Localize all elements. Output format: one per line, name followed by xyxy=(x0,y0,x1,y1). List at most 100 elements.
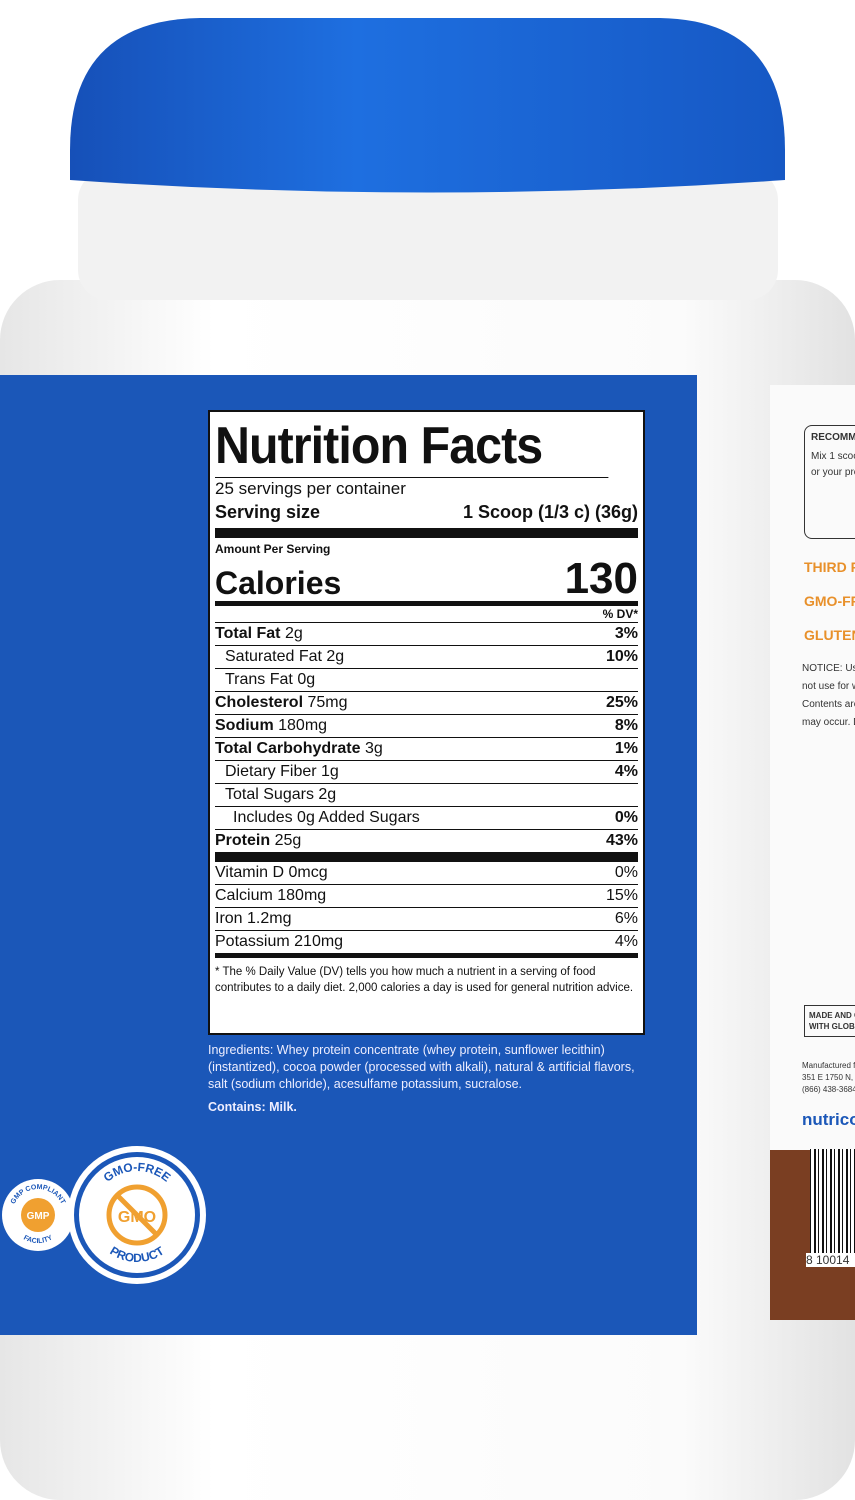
nutrient-row: Includes 0g Added Sugars 0% xyxy=(215,807,638,830)
nutrient-name: Total Carbohydrate xyxy=(215,740,361,757)
calories: Calories 130 xyxy=(215,557,638,606)
text: or your prefe xyxy=(811,467,855,478)
vitamin-amount: 210mg xyxy=(294,933,344,950)
badge-text: GMO xyxy=(118,1209,156,1226)
badge-text: PRODUCT xyxy=(108,1243,167,1265)
nutrient-row: Sodium 180mg 8% xyxy=(215,715,638,738)
text: not use for weig xyxy=(802,681,855,692)
serving-size: Serving size 1 Scoop (1/3 c) (36g) xyxy=(215,500,638,538)
vitamin-amount: 0mcg xyxy=(288,864,328,881)
nutrient: Saturated Fat 2g xyxy=(215,646,344,668)
vitamin-amount: 180mg xyxy=(277,887,327,904)
vitamins: Vitamin D 0mcg 0% Calcium 180mg 15% Iron 1.2… xyxy=(215,862,638,958)
nutrient-amount: 25g xyxy=(274,832,302,849)
vitamin: Iron 1.2mg xyxy=(215,908,292,930)
barcode xyxy=(806,1145,855,1258)
label: Calories xyxy=(215,565,342,601)
nutrient-amount: 2g xyxy=(326,648,345,665)
vitamin-name: Vitamin D xyxy=(215,864,285,881)
made-box: MADE AND QUALI WITH GLOBALLY xyxy=(804,1005,855,1037)
nutrient-dv: 3% xyxy=(614,625,638,642)
nutrient: Includes 0g Added Sugars xyxy=(215,807,420,829)
nutrient-row: Cholesterol 75mg 25% xyxy=(215,692,638,715)
website: nutricost.c xyxy=(802,1110,855,1129)
text: RECOMMEN xyxy=(811,432,855,443)
claim: THIRD PA xyxy=(804,559,855,575)
vitamin-row: Calcium 180mg 15% xyxy=(215,885,638,908)
nutrient-name: Includes 0g Added Sugars xyxy=(233,809,420,826)
nutrient: Dietary Fiber 1g xyxy=(215,761,339,783)
vitamin-row: Iron 1.2mg 6% xyxy=(215,908,638,931)
nutrient: Trans Fat 0g xyxy=(215,669,315,691)
nutrient: Total Fat 2g xyxy=(215,623,303,645)
barcode-number: 8 10014 xyxy=(806,1253,855,1267)
vitamin-dv: 4% xyxy=(614,933,638,950)
jar-neck xyxy=(78,170,778,300)
nutrient-name: Trans Fat xyxy=(225,671,293,688)
nutrient-dv: 43% xyxy=(605,832,638,849)
text: 351 E 1750 N, Vine xyxy=(802,1073,855,1082)
value: 130 xyxy=(564,554,638,603)
nutrient-row: Saturated Fat 2g 10% xyxy=(215,646,638,669)
vitamin-dv: 6% xyxy=(614,910,638,927)
vitamin-name: Potassium xyxy=(215,933,290,950)
manufacturer: Manufactured for: NUTR 351 E 1750 N, Vine… xyxy=(802,1060,855,1096)
nutrient-row: Protein 25g 43% xyxy=(215,830,638,862)
nutrient-dv: 10% xyxy=(605,648,638,665)
nutrient-row: Total Carbohydrate 3g 1% xyxy=(215,738,638,761)
nutrient-amount: 180mg xyxy=(278,717,328,734)
nutrient-dv: 8% xyxy=(614,717,638,734)
ingredients: Ingredients: Whey protein concentrate (w… xyxy=(208,1043,635,1091)
vitamin-name: Iron xyxy=(215,910,243,927)
badge-icon xyxy=(21,1198,55,1232)
nutrient-name: Protein xyxy=(215,832,271,849)
vitamin-row: Potassium 210mg 4% xyxy=(215,931,638,958)
badge-text: FACILITY xyxy=(22,1234,54,1245)
nutrient: Protein 25g xyxy=(215,830,301,852)
nutrient-name: Saturated Fat xyxy=(225,648,322,665)
text: WITH GLOBALLY xyxy=(809,1022,855,1031)
servings: 25 servings per container xyxy=(215,479,406,498)
nf-title: Nutrition Facts xyxy=(215,415,609,478)
vitamin-dv: 0% xyxy=(614,864,638,881)
notice: NOTICE: Use th not use for weig Contents a… xyxy=(802,660,855,732)
nutrient-row: Trans Fat 0g xyxy=(215,669,638,692)
nutrient-amount: 0g xyxy=(297,671,316,688)
badge-text: FACILITY xyxy=(22,1234,54,1245)
badge-icon xyxy=(115,1193,159,1237)
vitamin: Potassium 210mg xyxy=(215,931,343,953)
vitamin-amount: 1.2mg xyxy=(247,910,292,927)
nutrients: Total Fat 2g 3% Saturated Fat 2g 10% Trans F… xyxy=(215,623,638,862)
contains: Contains: Milk. xyxy=(208,1100,297,1114)
nutrient-amount: 75mg xyxy=(307,694,348,711)
side-label: RECOMMEN Mix 1 scoop ( or your prefe THI… xyxy=(770,385,855,1320)
nutrient: Total Sugars 2g xyxy=(215,784,336,806)
value: 1 Scoop (1/3 c) (36g) xyxy=(462,502,638,522)
footnote: * The % Daily Value (DV) tells you how m… xyxy=(215,966,634,994)
lid xyxy=(70,18,785,193)
nutrient-name: Cholesterol xyxy=(215,694,304,711)
label: Serving size xyxy=(215,502,321,522)
text: NOTICE: Use th xyxy=(802,663,855,674)
nutrient-amount: 2g xyxy=(284,625,303,642)
badge-text: PRODUCT xyxy=(108,1243,167,1265)
nutrient-name: Total Fat xyxy=(215,625,281,642)
nutrient-row: Dietary Fiber 1g 4% xyxy=(215,761,638,784)
nutrient-row: Total Sugars 2g xyxy=(215,784,638,807)
nutrient-dv: 0% xyxy=(614,809,638,826)
nutrient-dv: 25% xyxy=(605,694,638,711)
nutrient-name: Total Sugars xyxy=(225,786,314,803)
nutrient-amount: 1g xyxy=(321,763,339,780)
nutrient-name: Dietary Fiber xyxy=(225,763,317,780)
text: Mix 1 scoop ( xyxy=(811,451,855,462)
ingredients-block: Ingredients: Whey protein concentrate (w… xyxy=(208,1042,648,1116)
badge-icon xyxy=(106,1184,168,1246)
text: MADE AND QUALI xyxy=(809,1011,855,1020)
nutrient-row: Total Fat 2g 3% xyxy=(215,623,638,646)
nutrient: Sodium 180mg xyxy=(215,715,327,737)
nutrient-dv: 4% xyxy=(614,763,638,780)
claim: GMO-FRE xyxy=(804,593,855,609)
